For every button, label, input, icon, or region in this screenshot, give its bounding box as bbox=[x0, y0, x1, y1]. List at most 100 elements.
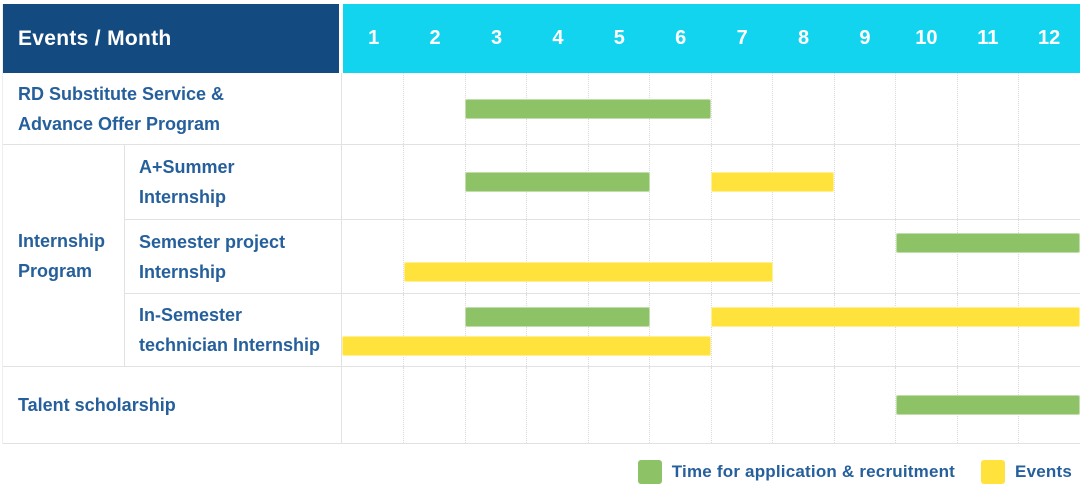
month-header-cell: 11 bbox=[977, 27, 999, 49]
grid-cell bbox=[342, 367, 403, 443]
grid-cell bbox=[403, 220, 464, 293]
grid-cell bbox=[464, 294, 526, 366]
row-label-line: Advance Offer Program bbox=[18, 113, 221, 134]
gantt-bar-event bbox=[342, 336, 711, 356]
grid-cell bbox=[649, 294, 710, 366]
grid-cell bbox=[772, 294, 833, 366]
row-label: A+Summer Internship bbox=[125, 145, 341, 219]
chart-row-area bbox=[341, 367, 1080, 443]
grid-cell bbox=[403, 145, 464, 219]
row-label-line: A+Summer bbox=[139, 157, 235, 177]
row-label: Semester project Internship bbox=[125, 220, 341, 293]
grid-cell bbox=[710, 220, 772, 293]
grid-cell bbox=[895, 145, 956, 219]
legend-item-events: Events bbox=[981, 460, 1072, 484]
gantt-bar-event bbox=[711, 172, 834, 192]
grid-cell bbox=[403, 294, 464, 366]
green-swatch-icon bbox=[637, 460, 662, 484]
grid-cell bbox=[956, 145, 1018, 219]
grid-cell bbox=[833, 367, 895, 443]
gantt-table: Events / Month 1 2 3 4 5 6 7 8 9 10 11 12 RD Substi… bbox=[2, 4, 1080, 444]
month-header-cell: 6 bbox=[675, 27, 687, 49]
table-row: In-Semester technician Internship bbox=[125, 294, 1080, 366]
row-label-line: Talent scholarship bbox=[18, 395, 176, 415]
header-gap bbox=[339, 4, 343, 73]
grid-cell bbox=[649, 220, 710, 293]
row-label-line: Internship bbox=[139, 261, 227, 282]
month-header-cell: 3 bbox=[490, 27, 503, 49]
grid-cell bbox=[1018, 145, 1079, 219]
grid-cell bbox=[342, 73, 403, 144]
grid-cell bbox=[833, 294, 895, 366]
chart-row-area bbox=[341, 73, 1080, 144]
grid-cell bbox=[772, 367, 833, 443]
grid-cell bbox=[1018, 294, 1079, 366]
grid-cell bbox=[710, 294, 772, 366]
events-month-header-cell: Events / Month bbox=[3, 4, 339, 73]
gantt-bar-application bbox=[895, 233, 1080, 253]
grid-cell bbox=[1018, 220, 1079, 293]
chart-row-area bbox=[341, 294, 1080, 366]
grid-cell bbox=[895, 73, 956, 144]
month-header-strip: 1 2 3 4 5 6 7 8 9 10 11 12 bbox=[343, 4, 1080, 73]
table-row: A+Summer Internship bbox=[125, 145, 1080, 220]
grid-cell bbox=[342, 220, 403, 293]
month-header-cell: 9 bbox=[859, 27, 871, 49]
grid-cell bbox=[464, 220, 526, 293]
group-label-line: Program bbox=[18, 260, 93, 281]
grid-cell bbox=[403, 367, 464, 443]
chart-row-area bbox=[341, 220, 1080, 293]
grid-cell bbox=[710, 367, 772, 443]
legend: Time for application & recruitment Event… bbox=[612, 460, 1072, 484]
month-header-cell: 10 bbox=[915, 27, 938, 49]
gantt-bar-event bbox=[403, 262, 773, 282]
chart-row-area bbox=[341, 145, 1080, 219]
table-row: Semester project Internship bbox=[125, 220, 1080, 294]
grid-cell bbox=[833, 73, 895, 144]
grid-cell bbox=[772, 220, 833, 293]
row-label-line: technician Internship bbox=[139, 335, 321, 355]
month-header-cell: 12 bbox=[1038, 27, 1061, 49]
grid-cell bbox=[833, 145, 895, 219]
row-label-line: Internship bbox=[139, 187, 227, 207]
grid-cell bbox=[403, 73, 464, 144]
gantt-bar-application bbox=[895, 395, 1080, 415]
gantt-bar-application bbox=[465, 172, 650, 192]
grid-cell bbox=[464, 367, 526, 443]
table-row: RD Substitute Service & Advance Offer Pr… bbox=[3, 73, 1080, 145]
grid-cell bbox=[772, 73, 833, 144]
grid-cell bbox=[587, 367, 649, 443]
yellow-swatch-icon bbox=[981, 460, 1006, 484]
grid-cell bbox=[956, 220, 1018, 293]
gantt-bar-application bbox=[465, 307, 650, 327]
grid-cell bbox=[649, 145, 710, 219]
month-header-cell: 8 bbox=[797, 27, 810, 49]
month-header-cell: 2 bbox=[429, 27, 441, 49]
gantt-bar-event bbox=[711, 307, 1080, 327]
grid-cell bbox=[710, 73, 772, 144]
month-header-cell: 4 bbox=[552, 27, 564, 49]
grid-cell bbox=[526, 367, 587, 443]
grid-cell bbox=[587, 294, 649, 366]
gantt-bar-application bbox=[465, 98, 711, 119]
legend-label: Events bbox=[1015, 462, 1072, 481]
row-label-line: In-Semester bbox=[139, 305, 243, 325]
grid-cell bbox=[1018, 73, 1079, 144]
grid-cell bbox=[587, 220, 649, 293]
month-header-cell: 5 bbox=[613, 27, 625, 49]
row-label: In-Semester technician Internship bbox=[125, 294, 341, 366]
row-label-line: Semester project bbox=[139, 231, 286, 252]
row-label-line: RD Substitute Service & bbox=[18, 83, 225, 104]
grid-cell bbox=[895, 220, 956, 293]
internship-program-group: Internship Program A+Summer Internship S… bbox=[3, 145, 1080, 367]
legend-item-application: Time for application & recruitment bbox=[637, 460, 955, 484]
grid-cell bbox=[526, 294, 587, 366]
grid-cell bbox=[956, 294, 1018, 366]
grid-cell bbox=[833, 220, 895, 293]
row-label: RD Substitute Service & Advance Offer Pr… bbox=[3, 73, 341, 144]
month-header-cell: 1 bbox=[368, 27, 380, 49]
row-label: Talent scholarship bbox=[3, 367, 341, 443]
group-label: Internship Program bbox=[3, 145, 125, 366]
grid-cell bbox=[956, 73, 1018, 144]
